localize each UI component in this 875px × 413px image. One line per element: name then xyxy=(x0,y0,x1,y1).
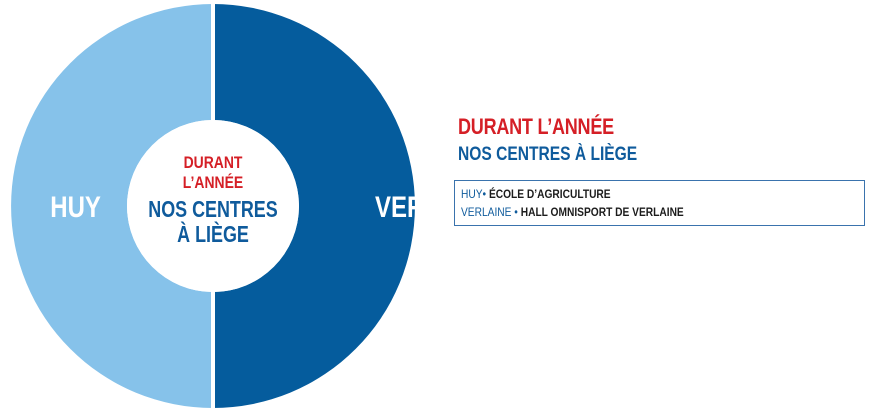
center-label: DURANT L’ANNÉE NOS CENTRES À LIÈGE xyxy=(148,154,277,248)
donut-chart: VERLAINE HUY DURANT L’ANNÉE NOS CENTRES À… xyxy=(11,2,440,410)
slice-label-huy: HUY xyxy=(50,189,101,223)
legend-separator: • xyxy=(514,205,518,219)
center-label-line3: NOS CENTRES xyxy=(148,197,277,223)
legend-value: ÉCOLE D’AGRICULTURE xyxy=(488,187,611,201)
slice-verlaine xyxy=(213,4,415,408)
donut-hole xyxy=(127,120,299,292)
info-panel: DURANT L’ANNÉE NOS CENTRES À LIÈGE xyxy=(458,114,677,166)
legend-row-verlaine: VERLAINE • HALL OMNISPORT DE VERLAINE xyxy=(461,203,798,221)
legend-value: HALL OMNISPORT DE VERLAINE xyxy=(520,205,684,219)
legend-box: HUY• ÉCOLE D’AGRICULTURE VERLAINE • HALL… xyxy=(454,180,865,226)
legend-key: HUY xyxy=(461,187,483,201)
donut-slices xyxy=(11,2,415,410)
info-title: DURANT L’ANNÉE xyxy=(458,114,614,139)
slice-labels: VERLAINE HUY xyxy=(50,189,440,223)
legend-key: VERLAINE xyxy=(461,205,512,219)
center-label-line4: À LIÈGE xyxy=(177,222,249,248)
center-label-line1: DURANT xyxy=(184,154,243,173)
slice-label-verlaine: VERLAINE xyxy=(375,189,440,223)
legend-row-huy: HUY• ÉCOLE D’AGRICULTURE xyxy=(461,185,798,203)
center-label-line2: L’ANNÉE xyxy=(183,174,243,193)
legend-separator: • xyxy=(482,187,487,201)
slice-huy xyxy=(11,4,213,408)
info-subtitle: NOS CENTRES À LIÈGE xyxy=(458,144,638,165)
